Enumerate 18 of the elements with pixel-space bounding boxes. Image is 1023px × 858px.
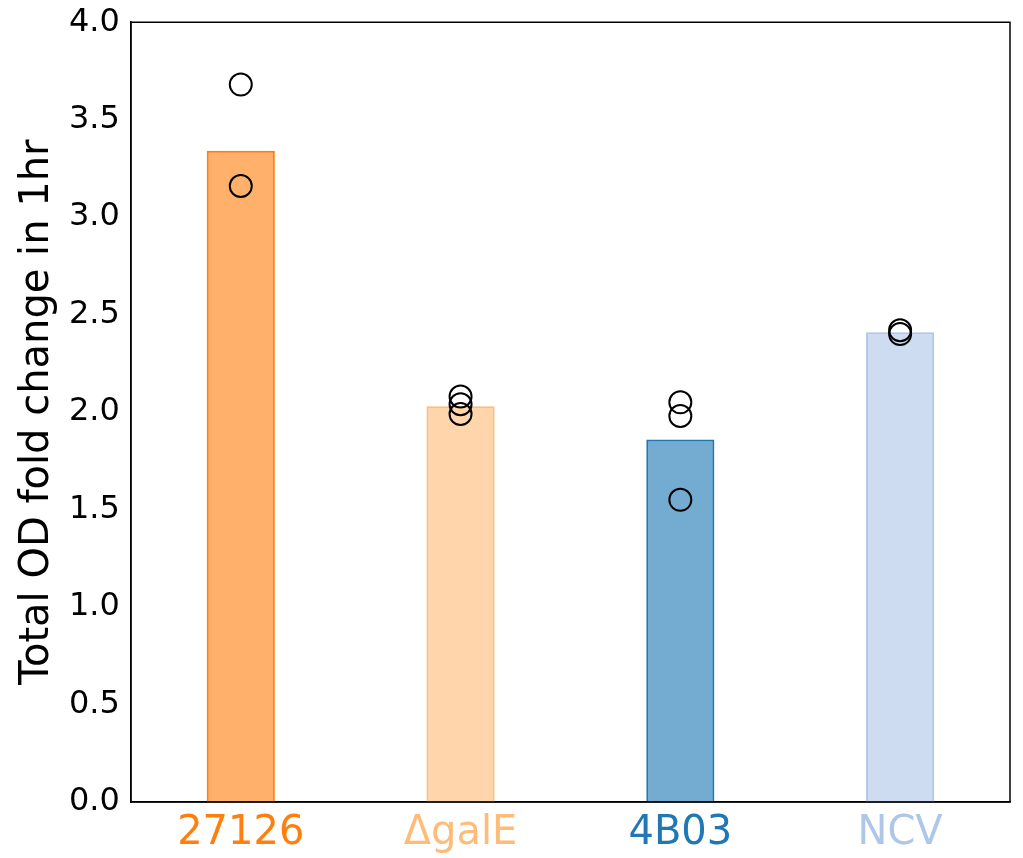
x-tick-label: 27126 (177, 807, 305, 854)
x-tick-label: ΔgalE (403, 807, 518, 854)
y-tick-label: 0.5 (69, 682, 120, 721)
y-tick-label: 3.5 (69, 97, 120, 136)
bar (646, 439, 715, 802)
y-tick-label: 1.0 (69, 585, 120, 624)
x-tick-label: 4B03 (628, 807, 733, 854)
y-tick-label: 0.0 (69, 780, 120, 819)
y-tick-label: 2.0 (69, 390, 120, 429)
y-tick-label: 2.5 (69, 292, 120, 331)
y-tick-label: 1.5 (69, 487, 120, 526)
x-tick-label: NCV (857, 807, 944, 854)
bar (866, 332, 935, 802)
y-tick-label: 3.0 (69, 195, 120, 234)
bar (206, 150, 275, 802)
y-axis-title: Total OD fold change in 1hr (11, 138, 58, 686)
y-tick-label: 4.0 (69, 0, 120, 39)
bar (426, 406, 495, 802)
